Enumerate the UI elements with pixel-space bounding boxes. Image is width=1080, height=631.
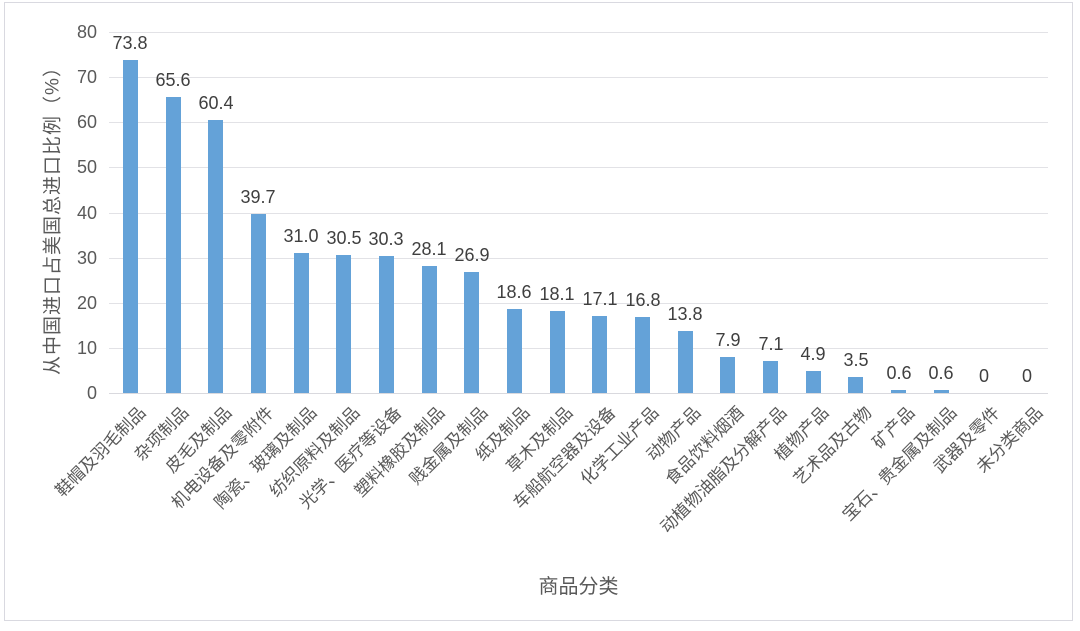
bar: [464, 272, 479, 393]
bar-value-label: 4.9: [800, 344, 826, 364]
gridline: [109, 213, 1048, 214]
bar-value-label: 0.6: [886, 363, 912, 383]
bar: [422, 266, 437, 393]
bar-value-label: 13.8: [667, 304, 703, 324]
bar: [166, 97, 181, 393]
bar-value-label: 39.7: [240, 187, 276, 207]
bar: [891, 390, 906, 393]
bar: [251, 214, 266, 393]
bar-value-label: 18.6: [496, 282, 532, 302]
gridline: [109, 258, 1048, 259]
bar: [208, 120, 223, 393]
bar: [550, 311, 565, 393]
bar-value-label: 7.9: [715, 330, 741, 350]
x-axis-title: 商品分类: [538, 576, 619, 598]
bar-value-label: 0: [978, 366, 989, 386]
y-tick-label: 60: [76, 112, 97, 132]
bar-value-label: 0.6: [928, 363, 954, 383]
bar: [720, 357, 735, 393]
bar-value-label: 17.1: [582, 289, 618, 309]
bar-value-label: 7.1: [758, 334, 784, 354]
y-tick-label: 70: [76, 67, 97, 87]
bar-value-label: 73.8: [112, 33, 148, 53]
bar: [507, 309, 522, 393]
bar: [763, 361, 778, 393]
bar-value-label: 30.3: [368, 229, 404, 249]
bar: [294, 253, 309, 393]
y-tick-label: 80: [76, 22, 97, 42]
chart-frame: [4, 2, 1073, 621]
y-tick-label: 50: [76, 157, 97, 177]
bar-value-label: 65.6: [155, 70, 191, 90]
bar-value-label: 31.0: [283, 226, 319, 246]
bar: [379, 256, 394, 393]
bar: [848, 377, 863, 393]
gridline: [109, 32, 1048, 33]
bar: [934, 390, 949, 393]
bar: [635, 317, 650, 393]
bar-value-label: 16.8: [625, 290, 661, 310]
y-tick-label: 40: [76, 203, 97, 223]
gridline: [109, 167, 1048, 168]
bar: [678, 331, 693, 393]
bar-value-label: 30.5: [326, 228, 362, 248]
bar: [123, 60, 138, 393]
y-tick-label: 10: [76, 338, 97, 358]
gridline: [109, 348, 1048, 349]
y-tick-label: 20: [76, 293, 97, 313]
gridline: [109, 77, 1048, 78]
bar: [806, 371, 821, 393]
bar: [592, 316, 607, 393]
gridline: [109, 122, 1048, 123]
y-tick-label: 0: [86, 383, 97, 403]
bar: [336, 255, 351, 393]
y-tick-label: 30: [76, 248, 97, 268]
bar-value-label: 18.1: [539, 284, 575, 304]
bar-value-label: 60.4: [198, 93, 234, 113]
bar-value-label: 28.1: [411, 239, 447, 259]
bar-value-label: 0: [1021, 366, 1032, 386]
gridline: [109, 303, 1048, 304]
bar-value-label: 3.5: [843, 350, 869, 370]
bar-value-label: 26.9: [454, 245, 490, 265]
gridline: [109, 393, 1048, 394]
